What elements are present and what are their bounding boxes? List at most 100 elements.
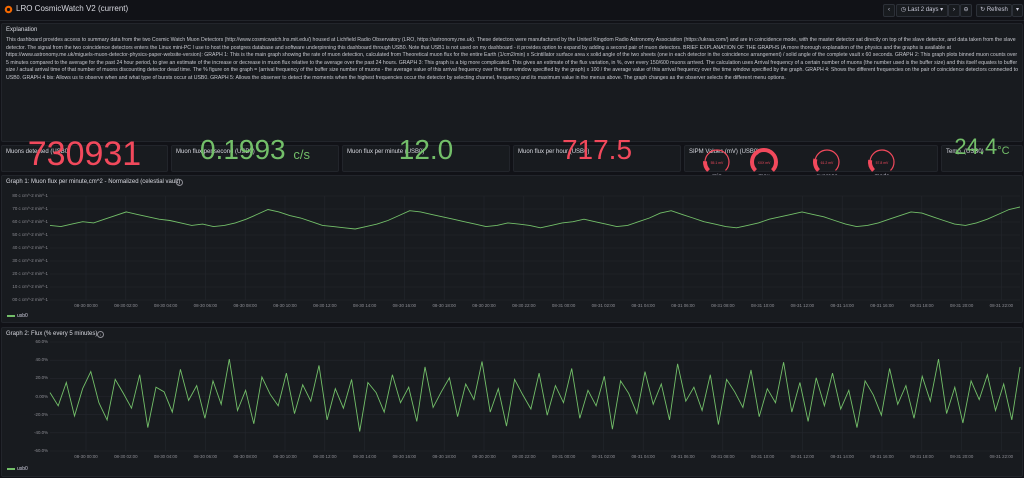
graph1-legend[interactable]: usb0 bbox=[7, 313, 28, 319]
time-range-picker[interactable]: ◷ Last 2 days ▾ bbox=[896, 4, 948, 17]
graph2-legend-label: usb0 bbox=[17, 466, 28, 472]
x-tick-label: 08-31 22:00 bbox=[989, 303, 1014, 308]
x-tick-label: 08-31 08:00 bbox=[711, 454, 735, 459]
x-tick-label: 08-31 06:00 bbox=[671, 303, 695, 308]
x-tick-label: 08-30 02:00 bbox=[114, 303, 138, 308]
x-tick-label: 08-31 14:00 bbox=[830, 454, 854, 459]
gauge-fill bbox=[703, 161, 711, 172]
graph2-info-icon[interactable]: i bbox=[97, 331, 104, 338]
temp-value: 24.4 bbox=[954, 134, 998, 159]
y-tick-label: 20.0% bbox=[35, 375, 48, 381]
x-tick-label: 08-30 06:00 bbox=[193, 454, 218, 459]
explanation-title: Explanation bbox=[6, 27, 38, 33]
flux-minute-value: 12.0 bbox=[398, 134, 454, 165]
y-tick-label: -40.0% bbox=[34, 429, 48, 435]
y-tick-label: 00 c cm^-2 min^-1 bbox=[12, 297, 48, 302]
flux-minute-title: Muon flux per minute (USB0) bbox=[347, 149, 425, 155]
temp-unit: °C bbox=[997, 145, 1010, 157]
sipm-gauge-min: 55.1 mVmin bbox=[700, 145, 734, 180]
x-tick-label: 08-31 18:00 bbox=[910, 454, 934, 459]
flux-second-panel: Muon flux per second (USB0) bbox=[171, 145, 339, 172]
graph2-legend[interactable]: usb0 bbox=[7, 466, 28, 472]
zoom-out-time-icon[interactable]: ⊖ bbox=[960, 4, 972, 17]
x-tick-label: 08-30 00:00 bbox=[74, 303, 98, 308]
clock-icon: ◷ bbox=[900, 7, 907, 13]
gauge-fill bbox=[868, 159, 876, 172]
y-tick-label: 50 c cm^-2 min^-1 bbox=[12, 232, 48, 237]
x-tick-label: 08-31 12:00 bbox=[790, 303, 815, 308]
x-tick-label: 08-31 14:00 bbox=[830, 303, 854, 308]
refresh-icon: ↻ bbox=[980, 7, 986, 13]
x-tick-label: 08-31 06:00 bbox=[671, 454, 695, 459]
refresh-label: Refresh bbox=[986, 7, 1008, 13]
time-forward-icon[interactable]: › bbox=[948, 4, 960, 17]
x-tick-label: 08-30 22:00 bbox=[512, 454, 536, 459]
y-tick-label: 10 c cm^-2 min^-1 bbox=[12, 284, 48, 289]
refresh-interval-chevron-icon[interactable]: ▾ bbox=[1012, 4, 1023, 17]
x-tick-label: 08-30 14:00 bbox=[352, 454, 377, 459]
grafana-logo-icon[interactable] bbox=[4, 5, 13, 14]
x-tick-label: 08-30 08:00 bbox=[233, 303, 257, 308]
x-tick-label: 08-31 12:00 bbox=[790, 454, 815, 459]
chart-plot-area[interactable] bbox=[49, 341, 1021, 452]
sipm-gauge-mode: 57.8 mVmode bbox=[865, 145, 899, 180]
gauge-fill bbox=[813, 158, 821, 172]
x-tick-label: 08-31 16:00 bbox=[870, 454, 894, 459]
gauge-value: 57.8 mV bbox=[876, 161, 889, 165]
top-bar: LRO CosmicWatch V2 (current) ‹ ◷ Last 2 … bbox=[0, 0, 1024, 21]
sipm-gauge-max: XXX mVmax bbox=[747, 145, 781, 180]
x-tick-label: 08-30 14:00 bbox=[352, 303, 377, 308]
temp-panel: Temp. (USB0) bbox=[941, 145, 1023, 172]
temp-title: Temp. (USB0) bbox=[946, 149, 984, 155]
graph1-title[interactable]: Graph 1: Muon flux per minute,cm^2 - Nor… bbox=[6, 179, 181, 185]
flux-hour-panel: Muon flux per hour (USB0) bbox=[513, 145, 681, 172]
x-tick-label: 08-31 02:00 bbox=[591, 454, 616, 459]
x-tick-label: 08-31 00:00 bbox=[551, 454, 576, 459]
x-tick-label: 08-30 10:00 bbox=[273, 303, 297, 308]
x-tick-label: 08-31 20:00 bbox=[949, 454, 974, 459]
gauge-fill bbox=[750, 148, 778, 172]
y-tick-label: 80 c cm^-2 min^-1 bbox=[12, 193, 48, 198]
x-tick-label: 08-30 16:00 bbox=[392, 303, 417, 308]
flux-hour-value: 717.5 bbox=[561, 134, 633, 165]
gauge-value: 61.2 mV bbox=[821, 161, 834, 165]
x-tick-label: 08-30 02:00 bbox=[114, 454, 138, 459]
y-tick-label: 70 c cm^-2 min^-1 bbox=[12, 206, 48, 211]
sipm-gauge-average: 61.2 mVaverage bbox=[810, 145, 844, 180]
gauge-arc: 57.8 mV bbox=[868, 149, 895, 172]
graph1-info-icon[interactable]: i bbox=[176, 179, 183, 186]
explanation-text: This dashboard provides access to summar… bbox=[6, 37, 1018, 81]
gauge-arc: XXX mV bbox=[750, 148, 778, 172]
graph2-title[interactable]: Graph 2: Flux (% every 5 minutes) bbox=[6, 331, 98, 337]
y-tick-label: 20 c cm^-2 min^-1 bbox=[12, 271, 48, 276]
chevron-down-icon: ▾ bbox=[940, 7, 944, 13]
x-tick-label: 08-30 12:00 bbox=[313, 303, 337, 308]
x-tick-label: 08-30 18:00 bbox=[432, 454, 456, 459]
x-tick-label: 08-30 22:00 bbox=[512, 303, 536, 308]
dashboard-title[interactable]: LRO CosmicWatch V2 (current) bbox=[16, 4, 129, 13]
y-tick-label: 30 c cm^-2 min^-1 bbox=[12, 258, 48, 263]
x-tick-label: 08-31 04:00 bbox=[631, 454, 655, 459]
flux-second-value: 0.1993 bbox=[199, 134, 286, 165]
refresh-button[interactable]: ↻ Refresh bbox=[976, 4, 1012, 17]
gauge-value: 55.1 mV bbox=[711, 161, 724, 165]
chart-plot-area[interactable] bbox=[49, 195, 1021, 301]
x-tick-label: 08-31 10:00 bbox=[750, 303, 775, 308]
graph1-panel: Graph 1: Muon flux per minute,cm^2 - Nor… bbox=[1, 175, 1023, 323]
gauge-arc: 61.2 mV bbox=[813, 149, 840, 172]
graph2-legend-swatch bbox=[7, 467, 15, 470]
gauge-arc: 55.1 mV bbox=[703, 149, 730, 172]
muons-detected-value: 730931 bbox=[27, 135, 142, 173]
x-tick-label: 08-31 18:00 bbox=[910, 303, 934, 308]
zoom-out-icon[interactable]: ‹ bbox=[883, 4, 895, 17]
x-tick-label: 08-30 08:00 bbox=[233, 454, 257, 459]
x-tick-label: 08-31 00:00 bbox=[551, 303, 576, 308]
y-tick-label: 40 c cm^-2 min^-1 bbox=[12, 245, 48, 250]
y-tick-label: 60 c cm^-2 min^-1 bbox=[12, 219, 48, 224]
x-tick-label: 08-30 00:00 bbox=[74, 454, 98, 459]
x-tick-label: 08-30 04:00 bbox=[153, 454, 178, 459]
muons-detected-stat: Muons detected (USB0) 730931 bbox=[1, 135, 168, 173]
x-tick-label: 08-31 04:00 bbox=[631, 303, 655, 308]
y-tick-label: -60.0% bbox=[34, 448, 48, 453]
x-tick-label: 08-30 16:00 bbox=[392, 454, 417, 459]
